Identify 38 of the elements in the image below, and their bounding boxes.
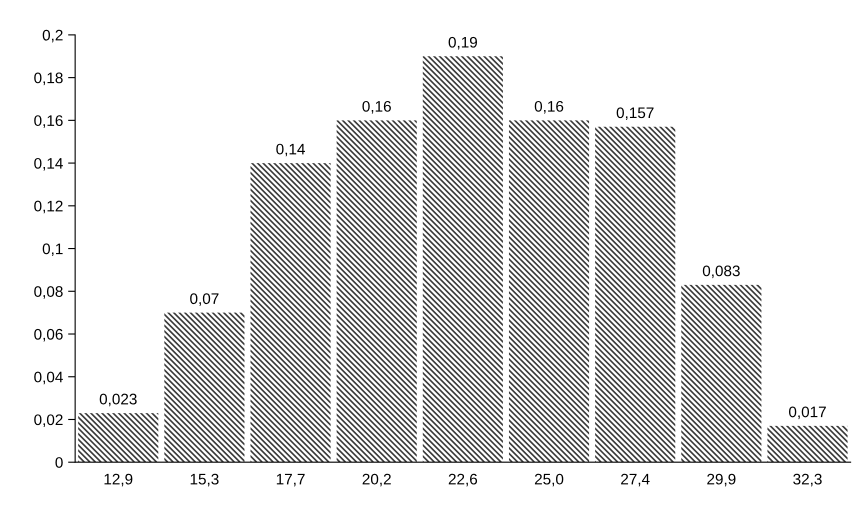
y-tick-label: 0,2: [42, 30, 63, 42]
data-label: 0,16: [534, 100, 564, 114]
data-label: 0,16: [362, 100, 391, 114]
bar: [767, 426, 848, 462]
y-tick-label: 0,02: [34, 414, 63, 427]
y-tick-label: 0,04: [34, 372, 63, 384]
x-tick-label: 27,4: [621, 474, 650, 486]
bar: [78, 413, 158, 462]
x-tick-label: 25,0: [534, 474, 564, 486]
data-label: 0,157: [616, 107, 654, 120]
x-tick-label: 20,2: [362, 474, 391, 486]
bar: [508, 120, 590, 462]
x-tick-label: 22,6: [448, 474, 478, 486]
data-label: 0,083: [702, 265, 740, 278]
y-tick-label: 0,18: [34, 72, 63, 86]
data-label: 0,017: [788, 406, 826, 420]
bar: [250, 163, 331, 462]
y-tick-label: 0,1: [42, 243, 63, 256]
x-tick-label: 12,9: [104, 474, 132, 486]
x-tick-label: 32,3: [793, 474, 822, 486]
y-tick-label: 0: [55, 457, 63, 468]
x-tick-label: 17,7: [276, 474, 305, 486]
bar: [336, 120, 417, 462]
bar: [681, 284, 762, 462]
y-tick-label: 0,14: [34, 158, 63, 171]
x-tick-label: 29,9: [707, 474, 736, 486]
data-label: 0,19: [448, 36, 478, 50]
x-tick-label: 15,3: [190, 474, 219, 486]
data-label: 0,14: [276, 144, 305, 156]
data-label: 0,023: [100, 394, 137, 406]
bar: [422, 56, 503, 462]
bar: [595, 126, 676, 462]
y-tick-label: 0,08: [34, 286, 63, 299]
data-label: 0,07: [190, 293, 218, 306]
y-tick-label: 0,06: [34, 328, 63, 342]
y-tick-label: 0,16: [34, 115, 63, 128]
bar: [164, 312, 244, 462]
y-tick-label: 0,12: [34, 200, 63, 214]
